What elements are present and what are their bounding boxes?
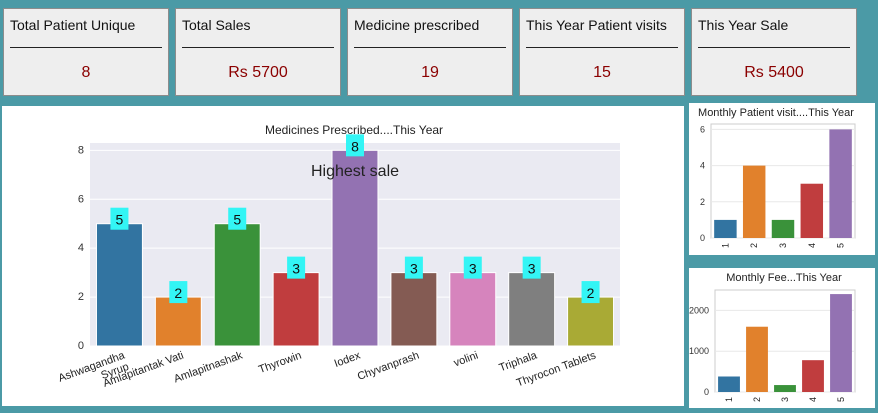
stat-card-divider: [526, 47, 678, 48]
x-tick-label: 5: [836, 397, 846, 402]
bar-2: [746, 326, 768, 392]
data-label: 2: [587, 285, 595, 301]
bar-4: [802, 360, 824, 392]
stat-card-value: Rs 5700: [228, 64, 288, 81]
data-label: 3: [410, 261, 418, 277]
stat-card-label: Total Sales: [182, 17, 251, 33]
x-tick-label: 2: [752, 397, 762, 402]
bar-amlapitantak-vati: [154, 296, 202, 347]
stat-card-total-patient-unique: Total Patient Unique 8: [3, 8, 169, 96]
x-tick-label: Chyvanprash: [356, 350, 421, 383]
monthly-patient-visit-chart: Monthly Patient visit....This Year 0 2 4 6 1…: [698, 107, 856, 248]
stat-card-label: Medicine prescribed: [354, 17, 480, 33]
stat-card-this-year-sale: This Year Sale Rs 5400: [691, 8, 857, 96]
bar-triphala: [508, 272, 556, 347]
y-tick-label: 0: [700, 233, 705, 243]
stat-card-label: Total Patient Unique: [10, 17, 136, 33]
bar-volini: [449, 272, 497, 347]
data-label-box: [169, 281, 188, 304]
medicines-chart-panel: 0 2 4 6 8 5 AshwagandhaSyrup 2 Amlapitantak Vati…: [2, 106, 684, 406]
stat-card-value: 19: [421, 64, 439, 81]
bar-chyvanprash: [390, 272, 438, 347]
data-label-box: [287, 256, 306, 279]
bar-ashwagandha-syrup: [95, 223, 143, 347]
bar-thyrocon-tablets: [567, 296, 615, 347]
bar-thyrowin: [272, 272, 320, 347]
stat-card-value: 8: [81, 64, 91, 81]
stat-card-divider: [182, 47, 334, 48]
bar-1: [714, 219, 737, 238]
data-label: 3: [528, 261, 536, 277]
data-label-box: [404, 256, 423, 279]
x-tick-label: Iodex: [333, 349, 363, 370]
x-tick-label: 3: [778, 243, 788, 248]
x-tick-label: 4: [808, 397, 818, 402]
y-tick-label: 2000: [689, 305, 709, 315]
y-tick-label: 4: [700, 161, 705, 171]
stat-card-this-year-patient-visits: This Year Patient visits 15: [519, 8, 685, 96]
stat-card-medicine-prescribed: Medicine prescribed 19: [347, 8, 513, 96]
data-label: 3: [469, 261, 477, 277]
x-tick-label: 2: [749, 243, 759, 248]
x-tick-label: 4: [807, 243, 817, 248]
bar-5: [830, 294, 852, 392]
monthly-fee-chart: Monthly Fee...This Year 0 1000 2000 1 2 3 4 5: [689, 272, 856, 402]
data-label: 2: [174, 285, 182, 301]
x-tick-label: 1: [724, 397, 734, 402]
y-tick-label: 6: [700, 124, 705, 134]
y-tick-label: 2: [700, 197, 705, 207]
stat-card-value: Rs 5400: [744, 64, 804, 81]
data-label-box: [228, 207, 247, 230]
data-label-box: [522, 256, 541, 279]
stat-card-label: This Year Sale: [698, 17, 789, 33]
x-tick-label: volini: [452, 350, 480, 370]
bar-1: [718, 376, 740, 392]
data-label-box: [581, 281, 600, 304]
x-tick-label: 5: [836, 243, 846, 248]
x-tick-label: 1: [720, 243, 730, 248]
bar-amlapitnashak: [213, 223, 261, 347]
y-tick-label: 6: [78, 193, 84, 205]
chart-title: Medicines Prescribed....This Year: [265, 123, 443, 137]
data-label: 8: [351, 138, 359, 154]
chart-title: Monthly Fee...This Year: [726, 272, 842, 284]
y-tick-label: 1000: [689, 346, 709, 356]
data-label: 5: [116, 212, 124, 228]
y-tick-label: 0: [704, 387, 709, 397]
stat-card-label: This Year Patient visits: [526, 17, 667, 33]
bar-5: [829, 129, 852, 238]
x-tick-label: 3: [780, 397, 790, 402]
data-label: 5: [233, 212, 241, 228]
stat-card-divider: [354, 47, 506, 48]
stat-card-divider: [10, 47, 162, 48]
bar-3: [771, 219, 795, 238]
patient-visit-chart-panel: Monthly Patient visit....This Year 0 2 4 6 1…: [689, 103, 875, 255]
stat-card-total-sales: Total Sales Rs 5700: [175, 8, 341, 96]
bar-4: [800, 183, 824, 238]
chart-title: Monthly Patient visit....This Year: [698, 107, 854, 119]
data-label: 3: [292, 261, 300, 277]
y-tick-label: 2: [78, 291, 84, 303]
data-label-box: [110, 207, 129, 230]
data-label-box: [463, 256, 482, 279]
data-label-box: [346, 134, 364, 157]
fee-chart-panel: Monthly Fee...This Year 0 1000 2000 1 2 3 4 5: [689, 268, 875, 408]
bar-2: [742, 165, 766, 238]
bar-3: [774, 385, 796, 392]
stat-card-divider: [698, 47, 850, 48]
highest-sale-annotation: Highest sale: [311, 163, 399, 180]
y-tick-label: 0: [78, 340, 84, 352]
y-tick-label: 4: [78, 242, 84, 254]
stat-card-value: 15: [593, 64, 611, 81]
x-tick-label: Thyrowin: [257, 350, 303, 377]
y-tick-label: 8: [78, 144, 84, 156]
x-tick-label: Amlapitnashak: [172, 349, 244, 385]
